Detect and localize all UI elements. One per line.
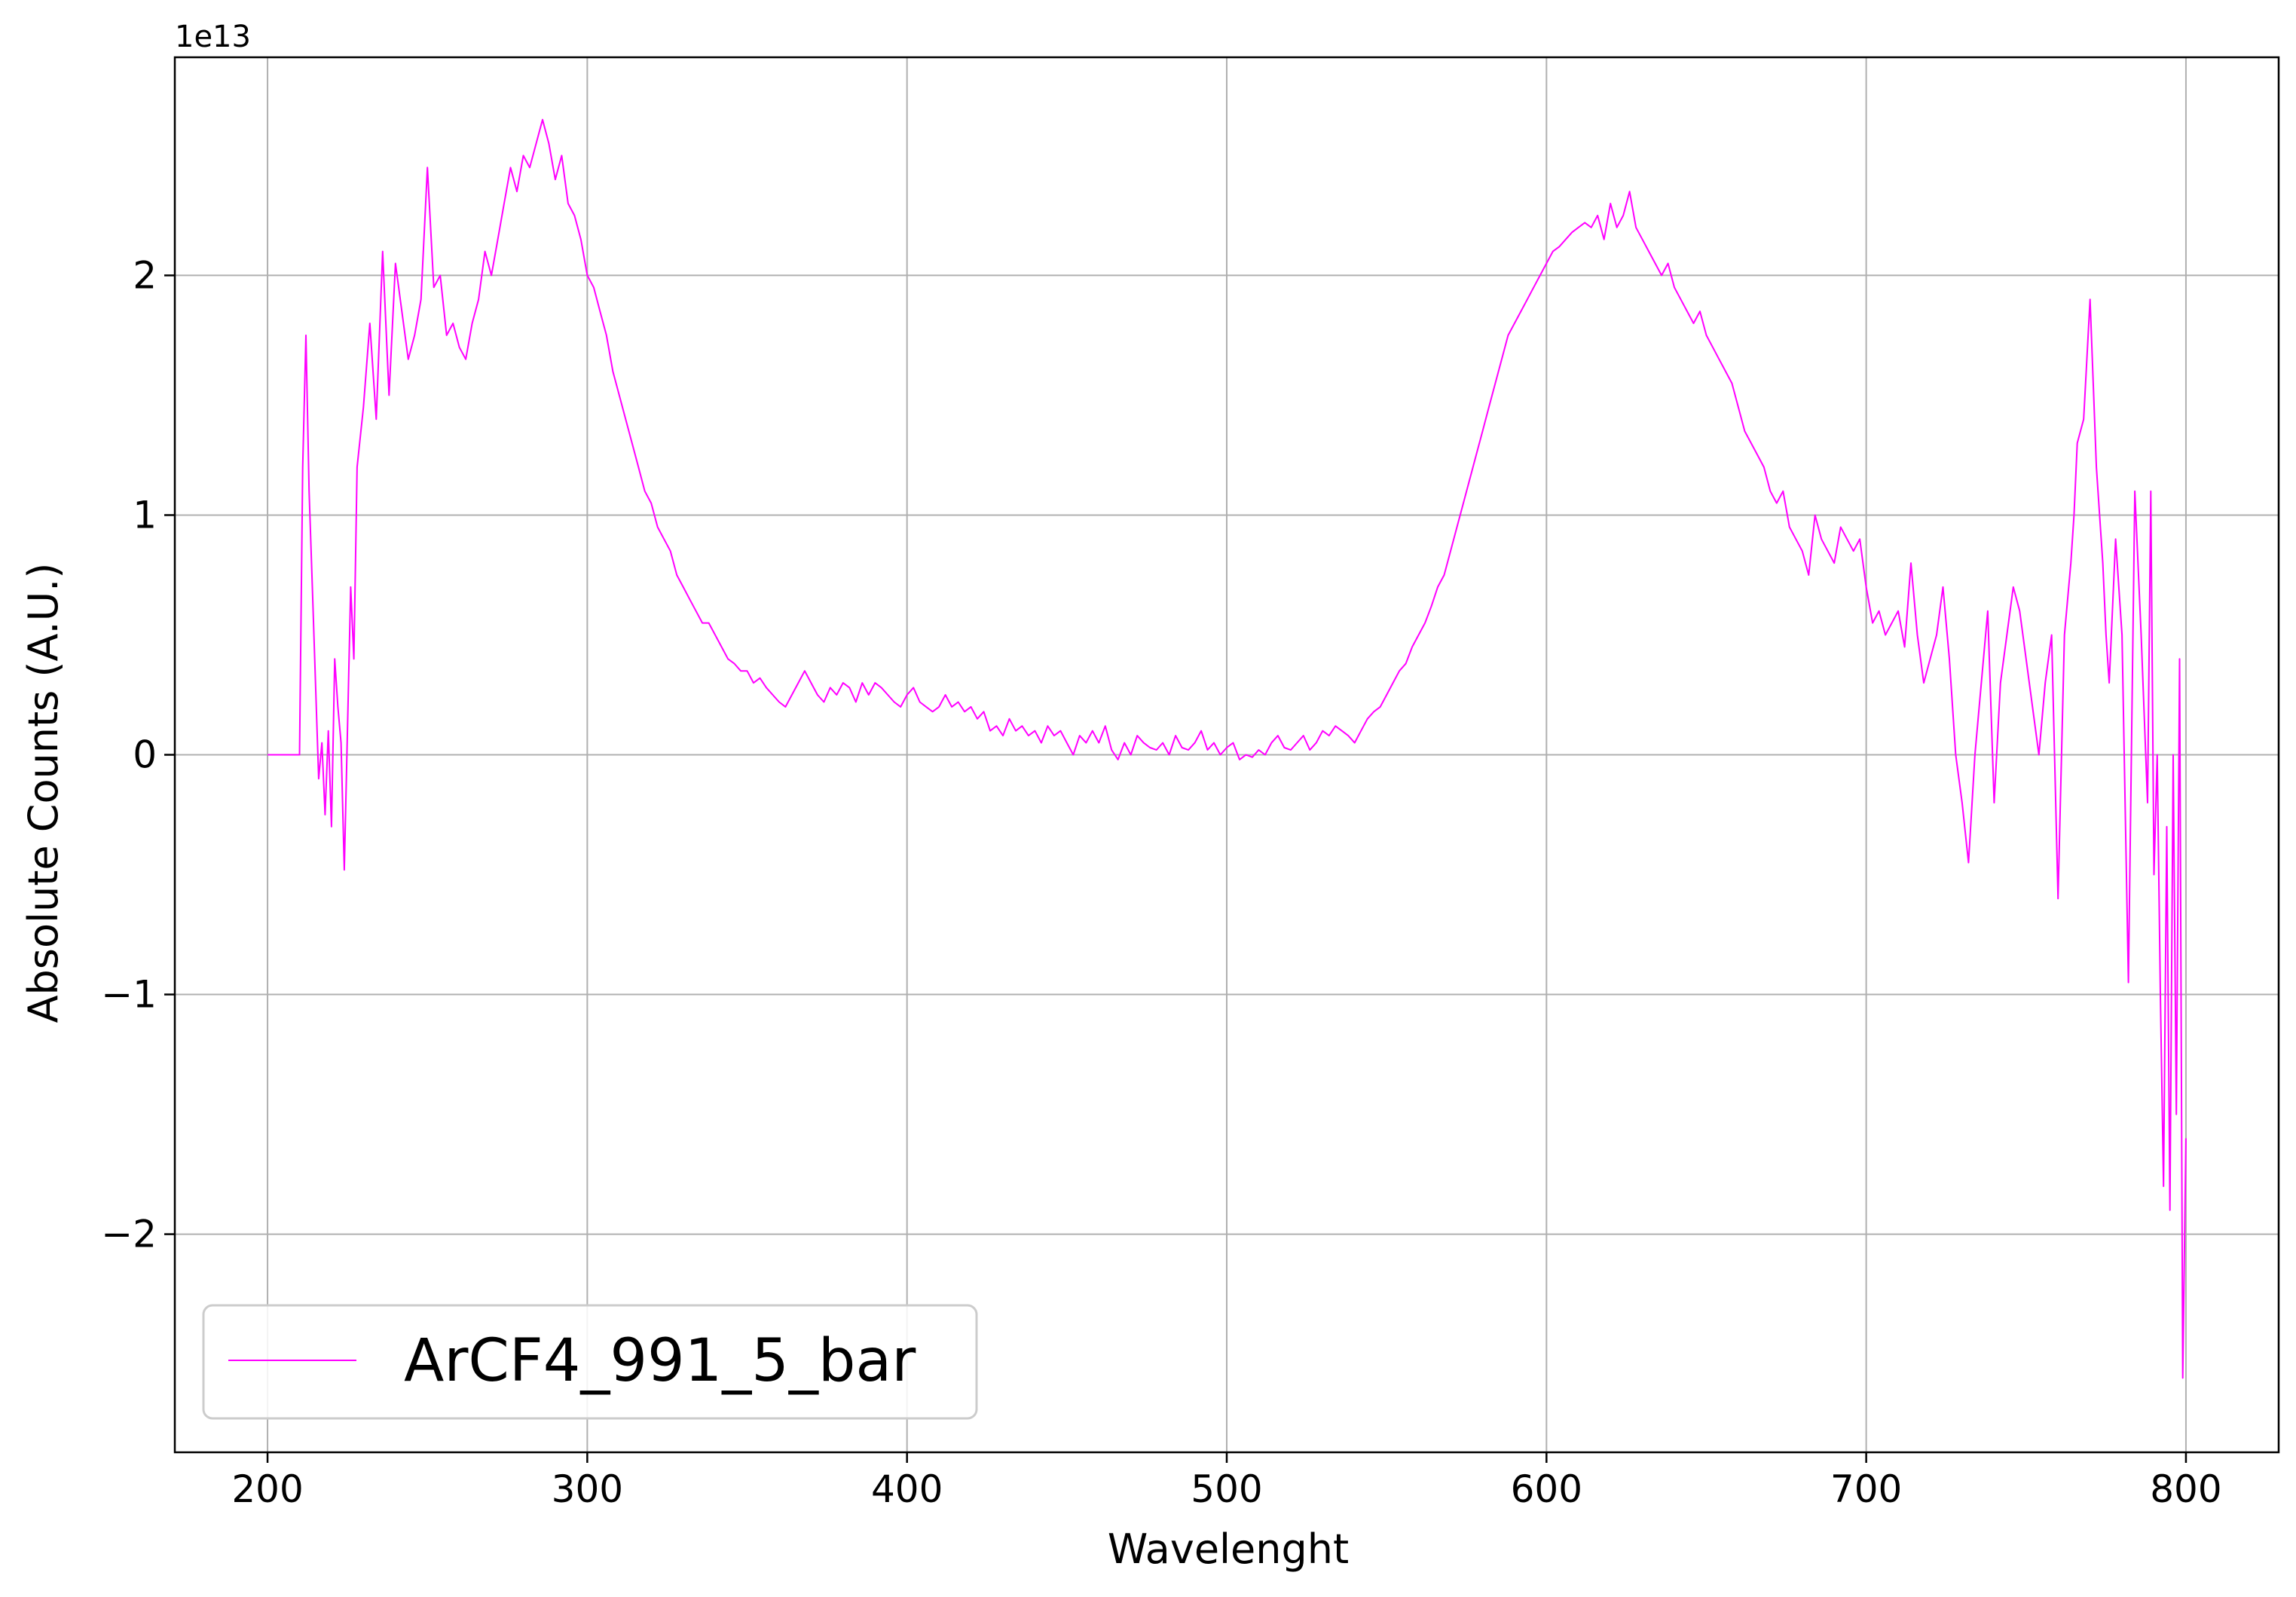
y-gridlines <box>175 274 2279 1235</box>
x-tick-label: 300 <box>552 1467 623 1511</box>
x-tick-label: 200 <box>231 1467 303 1511</box>
legend-box <box>202 1304 978 1420</box>
y-axis-ticks: −2 −1 0 1 2 <box>101 253 175 1256</box>
x-tick-label: 600 <box>1511 1467 1582 1511</box>
x-axis-label: Wavelenght <box>1108 1525 1349 1573</box>
x-tick-label: 700 <box>1830 1467 1902 1511</box>
y-tick-label: 2 <box>133 253 157 297</box>
legend: ArCF4_991_5_bar <box>202 1304 978 1420</box>
plot-data <box>268 118 2187 1379</box>
y-tick-label: −2 <box>101 1213 157 1256</box>
series-line-ArCF4_991_5_bar <box>268 118 2187 1379</box>
x-tick-label: 800 <box>2150 1467 2221 1511</box>
x-tick-label: 500 <box>1191 1467 1262 1511</box>
legend-label: ArCF4_991_5_bar <box>404 1327 916 1395</box>
x-axis-ticks: 200 300 400 500 600 700 800 <box>231 1452 2222 1511</box>
y-tick-label: −1 <box>101 973 157 1017</box>
x-tick-label: 400 <box>871 1467 943 1511</box>
y-tick-label: 0 <box>133 733 157 777</box>
y-tick-label: 1 <box>133 493 157 537</box>
y-offset-label: 1e13 <box>175 20 251 54</box>
y-axis-label: Absolute Counts (A.U.) <box>20 563 67 1023</box>
